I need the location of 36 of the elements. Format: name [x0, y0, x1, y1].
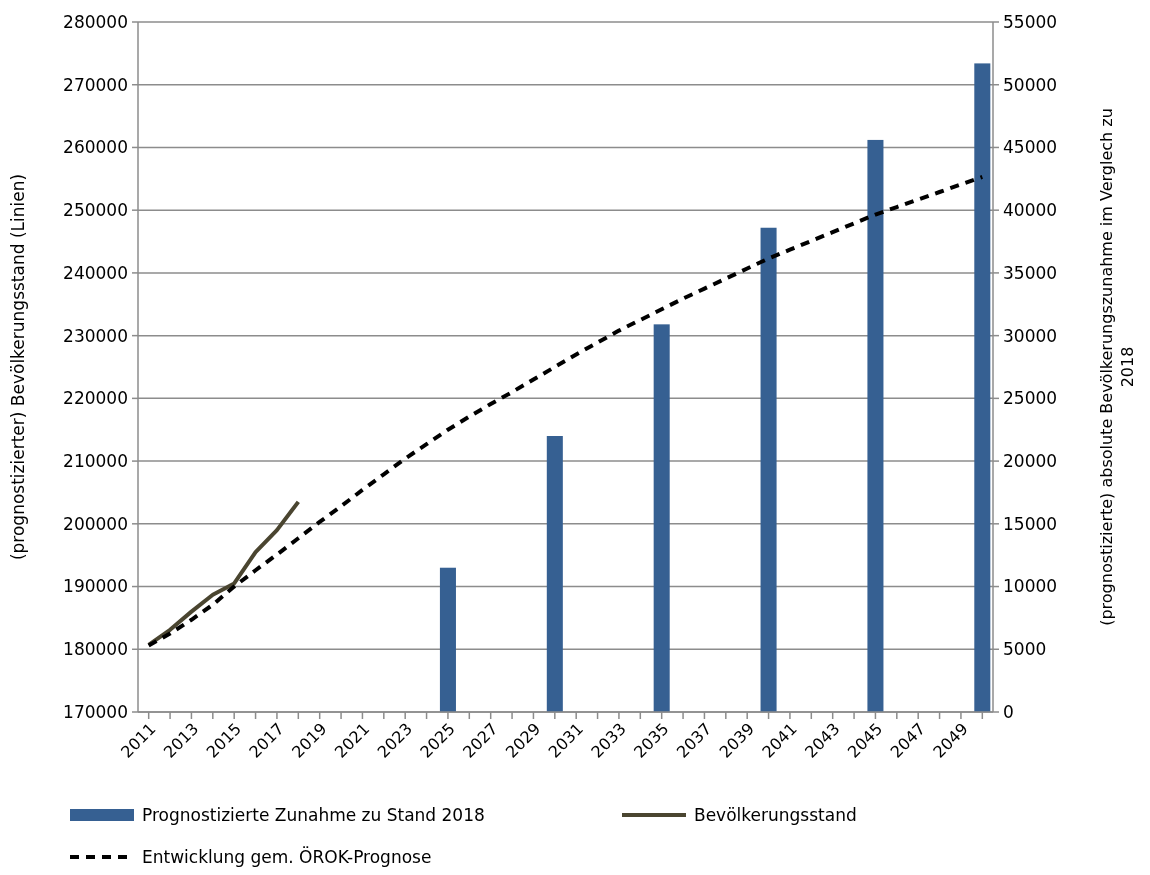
y-tick-label: 180000 — [63, 639, 128, 660]
y-tick-label: 220000 — [63, 388, 128, 409]
y2-tick-label: 0 — [1003, 701, 1014, 722]
bar — [439, 567, 456, 712]
y-tick-label: 190000 — [63, 576, 128, 597]
y-tick-label: 240000 — [63, 262, 128, 283]
bar — [867, 139, 884, 712]
y2-tick-label: 20000 — [1003, 451, 1058, 472]
y2-tick-label: 50000 — [1003, 74, 1058, 95]
y-axis-title: (prognostizierter) Bevölkerungsstand (Linien) — [8, 173, 28, 561]
y-tick-label: 170000 — [63, 701, 128, 722]
y2-tick-label: 35000 — [1003, 262, 1058, 283]
y-tick-label: 230000 — [63, 325, 128, 346]
legend-label: Prognostizierte Zunahme zu Stand 2018 — [142, 804, 485, 825]
line-series — [146, 174, 985, 648]
y2-tick-label: 25000 — [1003, 388, 1058, 409]
y-tick-label: 260000 — [63, 137, 128, 158]
bar — [760, 227, 777, 712]
bar — [974, 63, 991, 712]
y2-tick-label: 40000 — [1003, 200, 1058, 221]
bar — [546, 436, 563, 712]
y2-tick-label: 10000 — [1003, 576, 1058, 597]
y-tick-label: 280000 — [63, 11, 128, 32]
legend-label: Entwicklung gem. ÖROK-Prognose — [142, 845, 432, 867]
y2-axis-title: (prognostizierte) absolute Bevölkerungszunahme im Verglech zu 2018 — [1097, 108, 1137, 626]
y-tick-label: 210000 — [63, 451, 128, 472]
y-tick-label: 250000 — [63, 200, 128, 221]
legend-label: Bevölkerungsstand — [694, 804, 857, 825]
y2-tick-label: 30000 — [1003, 325, 1058, 346]
y2-tick-label: 5000 — [1003, 639, 1047, 660]
y-tick-label: 200000 — [63, 513, 128, 534]
y-tick-label: 270000 — [63, 74, 128, 95]
y2-tick-label: 45000 — [1003, 137, 1058, 158]
y2-tick-label: 55000 — [1003, 11, 1058, 32]
y2-tick-label: 15000 — [1003, 513, 1058, 534]
bar — [653, 324, 670, 712]
